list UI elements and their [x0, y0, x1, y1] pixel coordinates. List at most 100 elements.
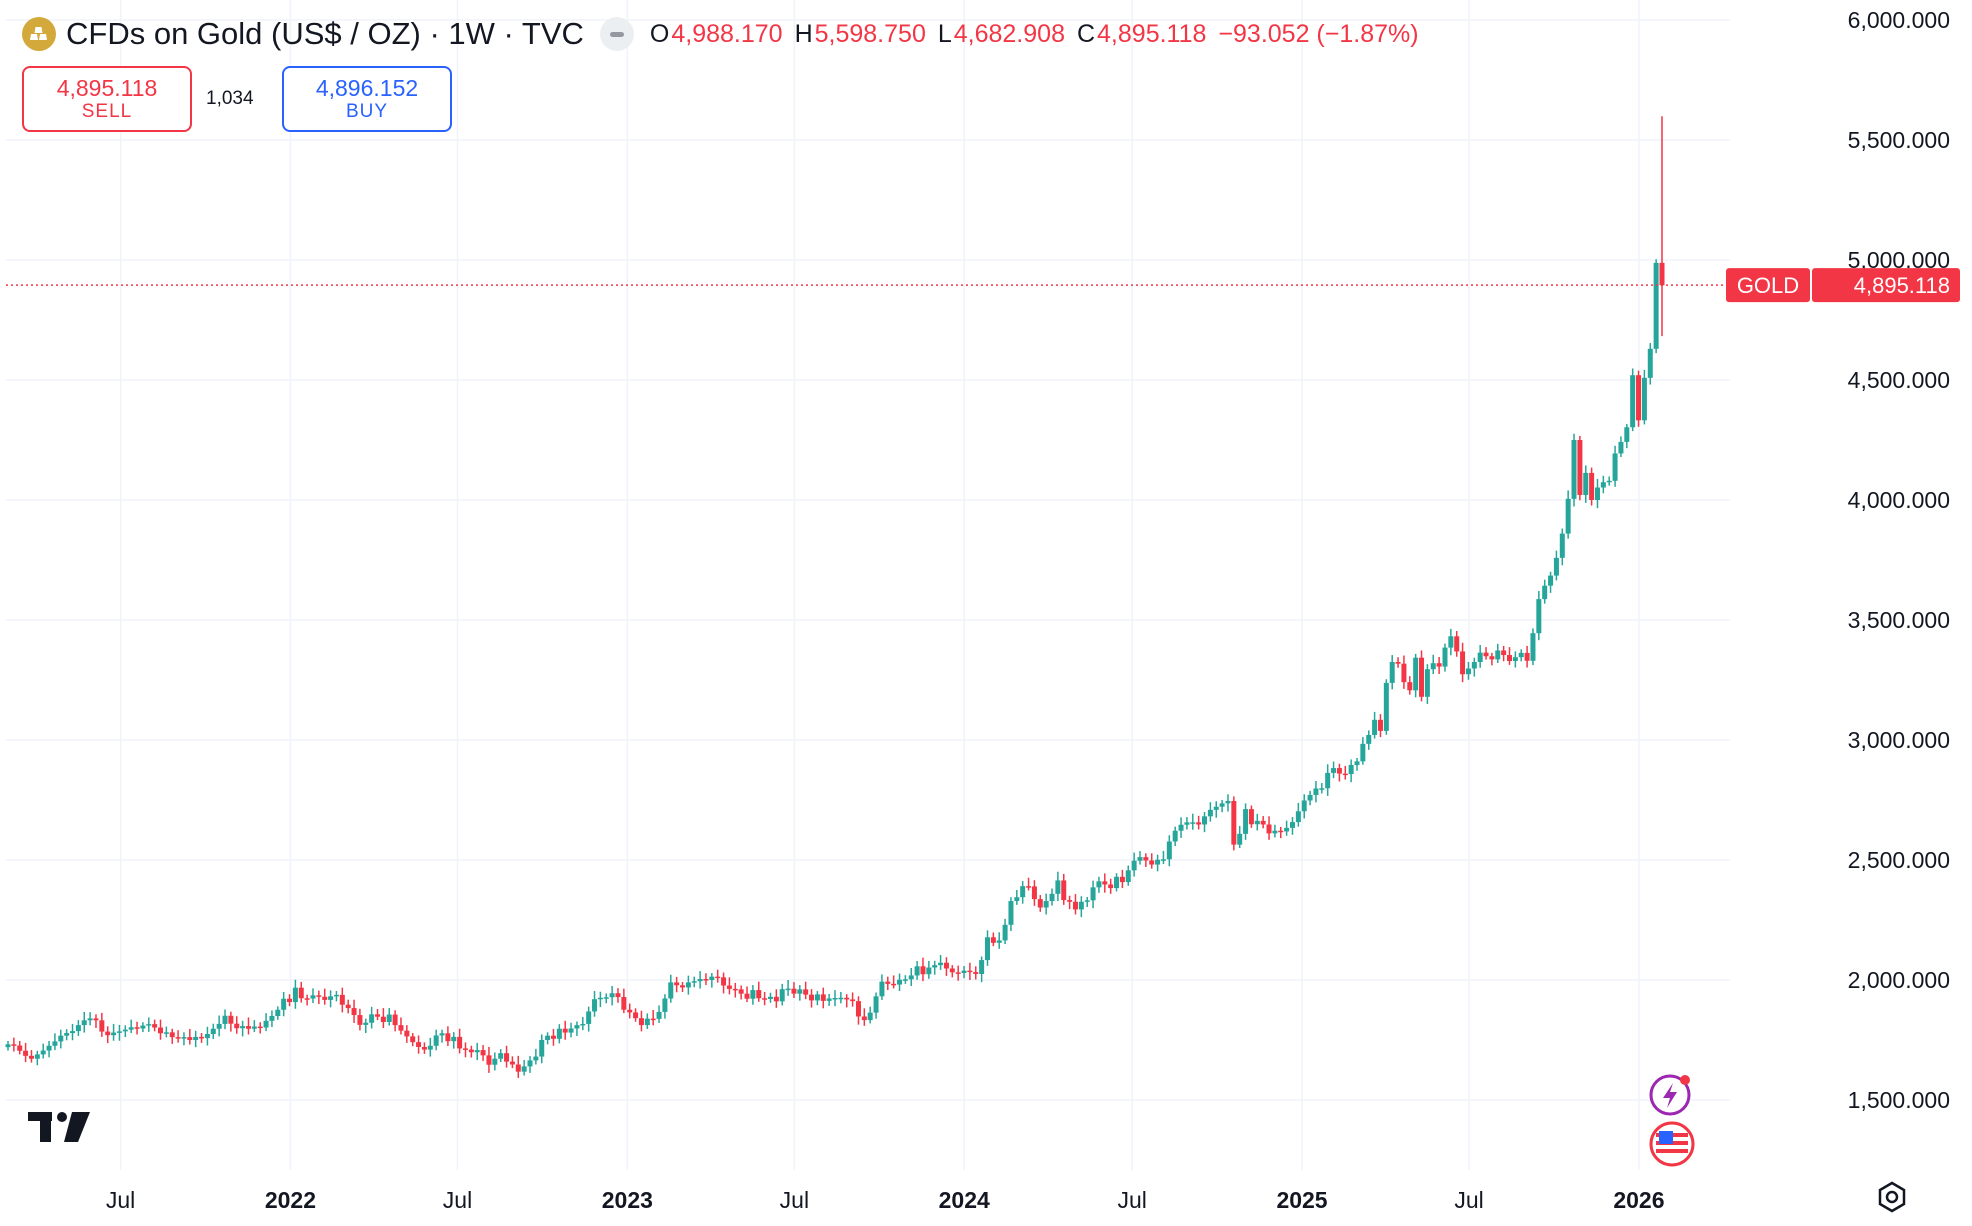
candle-body [539, 1040, 545, 1057]
candle-body [1295, 811, 1301, 823]
sell-button[interactable]: 4,895.118 SELL [22, 66, 192, 132]
candle-body [140, 1025, 146, 1029]
candle-body [1108, 884, 1114, 889]
candle-body [40, 1050, 46, 1055]
price-axis-label: 6,000.000 [1848, 7, 1950, 33]
candle-body [897, 979, 903, 985]
buy-button[interactable]: 4,896.152 BUY [282, 66, 452, 132]
candle-body [1430, 663, 1436, 670]
candle-body [1202, 816, 1208, 825]
candle-body [691, 981, 697, 983]
candle-body [1289, 822, 1295, 828]
candle-body [204, 1034, 210, 1039]
candle-body [1307, 794, 1313, 801]
candle-body [621, 997, 627, 1010]
time-axis[interactable]: Jul 2022 Jul 2023 Jul 2024 Jul 2025 Jul 2026 [106, 1187, 1665, 1213]
candle-body [304, 998, 310, 1000]
candle-body [1037, 899, 1043, 908]
candle-body [533, 1056, 539, 1061]
candle-body [1266, 824, 1272, 834]
candle-body [93, 1018, 99, 1021]
candle-body [1301, 800, 1307, 812]
candle-body [1061, 880, 1067, 901]
candle-body [1020, 886, 1026, 898]
candle-body [1436, 663, 1442, 667]
candle-body [1583, 472, 1589, 495]
candle-body [386, 1014, 392, 1022]
settings-icon[interactable] [1875, 1180, 1909, 1214]
candle-body [527, 1060, 533, 1067]
time-axis-label: 2022 [265, 1187, 316, 1213]
candle-body [1331, 768, 1337, 773]
candle-body [1325, 772, 1331, 789]
candle-body [797, 989, 803, 994]
us-flag-icon[interactable] [1649, 1121, 1695, 1167]
candle-body [486, 1055, 492, 1065]
candle-body [709, 976, 715, 980]
tradingview-logo[interactable] [28, 1112, 90, 1142]
candle-body [64, 1033, 70, 1036]
more-dots-icon[interactable] [599, 17, 634, 51]
candle-body [157, 1027, 163, 1034]
open-value: 4,988.170 [671, 19, 783, 48]
candle-body [1489, 656, 1495, 660]
candle-body [1542, 585, 1548, 600]
candle-body [1419, 657, 1425, 697]
candle-body [1237, 833, 1243, 845]
candle-body [1196, 822, 1202, 825]
candle-body [228, 1015, 234, 1024]
candle-body [75, 1025, 81, 1032]
change-value: −93.052 (−1.87%) [1218, 19, 1419, 48]
candle-body [627, 1009, 633, 1013]
candle-body [146, 1024, 152, 1026]
candle-body [1524, 652, 1530, 661]
candle-body [1448, 636, 1454, 648]
candle-body [1653, 262, 1659, 349]
candle-body [17, 1045, 23, 1051]
price-axis-label: 4,500.000 [1848, 367, 1950, 393]
candle-body [1559, 533, 1565, 558]
candle-body [773, 996, 779, 1002]
time-axis-label: 2024 [939, 1187, 990, 1213]
candle-body [902, 979, 908, 981]
candle-body [844, 997, 850, 1000]
candle-body [1190, 822, 1196, 824]
candle-body [1548, 575, 1554, 586]
candle-body [1647, 348, 1653, 378]
lightning-icon[interactable] [1649, 1072, 1695, 1118]
candle-body [333, 994, 339, 997]
candle-body [163, 1032, 169, 1034]
candle-body [750, 990, 756, 999]
time-axis-label: 2025 [1276, 1187, 1327, 1213]
candle-body [1512, 657, 1518, 662]
candle-body [1348, 764, 1354, 775]
candle-body [1231, 800, 1237, 845]
candle-body [1207, 809, 1213, 817]
candlestick-series [5, 116, 1665, 1078]
candle-body [914, 966, 920, 976]
candle-body [1090, 887, 1096, 901]
candle-body [732, 988, 738, 991]
time-axis-label: 2026 [1613, 1187, 1664, 1213]
price-axis-label: 2,500.000 [1848, 847, 1950, 873]
candle-body [234, 1023, 240, 1029]
symbol-title[interactable]: CFDs on Gold (US$ / OZ) · 1W · TVC [66, 16, 584, 51]
candle-body [416, 1042, 422, 1047]
candle-body [762, 998, 768, 1000]
candle-body [316, 995, 322, 997]
candle-body [721, 977, 727, 986]
candle-body [310, 995, 316, 999]
candle-body [451, 1036, 457, 1042]
spread-value: 1,034 [206, 88, 254, 109]
price-axis-label: 4,000.000 [1848, 487, 1950, 513]
symbol-tag-label: GOLD [1737, 273, 1799, 298]
candle-body [1636, 375, 1642, 421]
candle-body [1612, 453, 1618, 481]
candle-body [1278, 830, 1284, 833]
candle-body [545, 1035, 551, 1040]
candle-body [263, 1020, 269, 1028]
price-axis[interactable]: 1,500.000 2,000.000 2,500.000 3,000.000 3,50… [1848, 7, 1950, 1113]
candle-body [1495, 650, 1501, 660]
buy-price: 4,896.152 [315, 75, 419, 101]
